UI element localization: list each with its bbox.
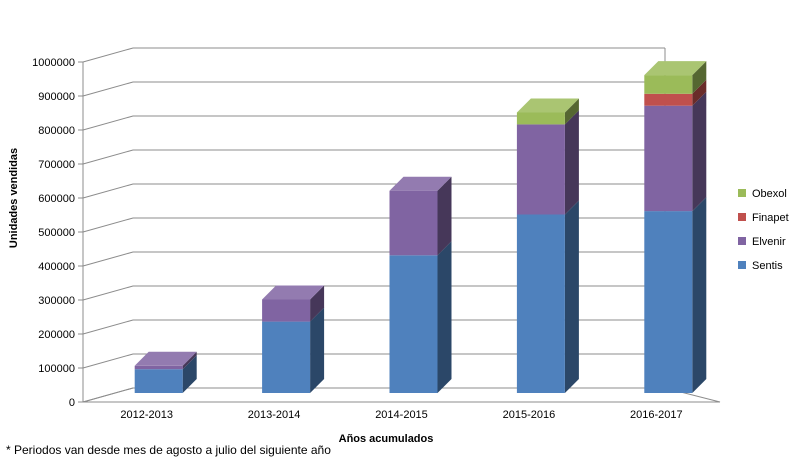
y-tick-label: 0	[69, 397, 75, 409]
legend-swatch-finapet	[738, 213, 746, 221]
bar-side-elvenir	[564, 110, 579, 215]
bar-top-elvenir	[262, 285, 325, 300]
gridline	[82, 47, 665, 63]
x-axis-title: Años acumulados	[339, 433, 434, 445]
bar-sentis-2016-2017	[644, 211, 693, 393]
y-tick-label: 300000	[38, 295, 75, 307]
bar-side-elvenir	[310, 285, 325, 322]
bar-side-sentis	[310, 307, 325, 393]
bar-side-obexol	[564, 98, 579, 125]
legend-swatch-elvenir	[738, 237, 746, 245]
footnote: * Periodos van desde mes de agosto a jul…	[6, 443, 331, 457]
x-tick-label: 2014-2015	[375, 409, 428, 421]
gridline	[82, 387, 665, 403]
y-tick-label: 100000	[38, 363, 75, 375]
legend-label-elvenir: Elvenir	[752, 236, 786, 248]
bar-side-elvenir	[437, 176, 452, 256]
y-tick-label: 900000	[38, 91, 75, 103]
gridline	[82, 285, 665, 301]
y-tick-label: 400000	[38, 261, 75, 273]
legend-label-obexol: Obexol	[752, 188, 787, 200]
legend-swatch-obexol	[738, 189, 746, 197]
gridline	[82, 183, 665, 199]
bar-sentis-2013-2014	[262, 321, 311, 393]
legend-label-sentis: Sentis	[752, 260, 783, 272]
x-axis: 2012-2013 2013-2014 2014-2015 2015-2016 2016…	[120, 409, 682, 421]
bar-obexol-2016-2017	[644, 75, 693, 94]
bar-top-elvenir	[389, 176, 452, 191]
bar-elvenir-2015-2016	[516, 124, 565, 215]
bar-sentis-2014-2015	[389, 255, 438, 393]
gridline	[82, 217, 665, 233]
gridline	[82, 149, 665, 165]
bar-side-elvenir	[692, 91, 707, 212]
gridline	[82, 319, 665, 335]
y-tick-label: 600000	[38, 193, 75, 205]
bar-top-elvenir	[134, 351, 197, 366]
y-axis: 0 100000 200000 300000 400000 500000 600000 700…	[32, 47, 665, 409]
y-tick-label: 1000000	[32, 57, 75, 69]
bar-side-finapet	[692, 79, 707, 106]
y-tick-label: 700000	[38, 159, 75, 171]
y-tick-label: 500000	[38, 227, 75, 239]
bar-obexol-2015-2016	[516, 112, 565, 125]
bar-elvenir-2014-2015	[389, 190, 438, 256]
bar-top-obexol	[644, 61, 707, 76]
bar-side-elvenir	[182, 351, 197, 370]
y-tick-label: 200000	[38, 329, 75, 341]
bar-elvenir-2013-2014	[262, 299, 311, 322]
x-tick-label: 2016-2017	[630, 409, 683, 421]
legend-swatch-sentis	[738, 261, 746, 269]
gridline	[82, 251, 665, 267]
legend-label-finapet: Finapet	[752, 212, 789, 224]
bar-top-obexol	[516, 98, 579, 113]
bars	[134, 61, 707, 393]
bar-elvenir-2016-2017	[644, 105, 693, 212]
x-tick-label: 2013-2014	[248, 409, 301, 421]
bar-side-obexol	[692, 61, 707, 94]
bar-sentis-2012-2013	[134, 369, 183, 393]
y-tick-label: 800000	[38, 125, 75, 137]
legend: Obexol Finapet Elvenir Sentis	[738, 188, 789, 272]
bar-side-sentis	[564, 200, 579, 393]
bar-side-sentis	[182, 355, 197, 393]
y-axis-title: Unidades vendidas	[8, 148, 20, 248]
bar-side-sentis	[692, 197, 707, 393]
gridline	[82, 115, 665, 131]
gridline	[82, 353, 665, 369]
bar-elvenir-2012-2013	[134, 365, 183, 370]
bar-finapet-2016-2017	[644, 93, 693, 106]
x-tick-label: 2015-2016	[503, 409, 556, 421]
bar-side-sentis	[437, 241, 452, 393]
x-tick-label: 2012-2013	[120, 409, 173, 421]
bar-sentis-2015-2016	[516, 214, 565, 393]
gridline	[82, 81, 665, 97]
